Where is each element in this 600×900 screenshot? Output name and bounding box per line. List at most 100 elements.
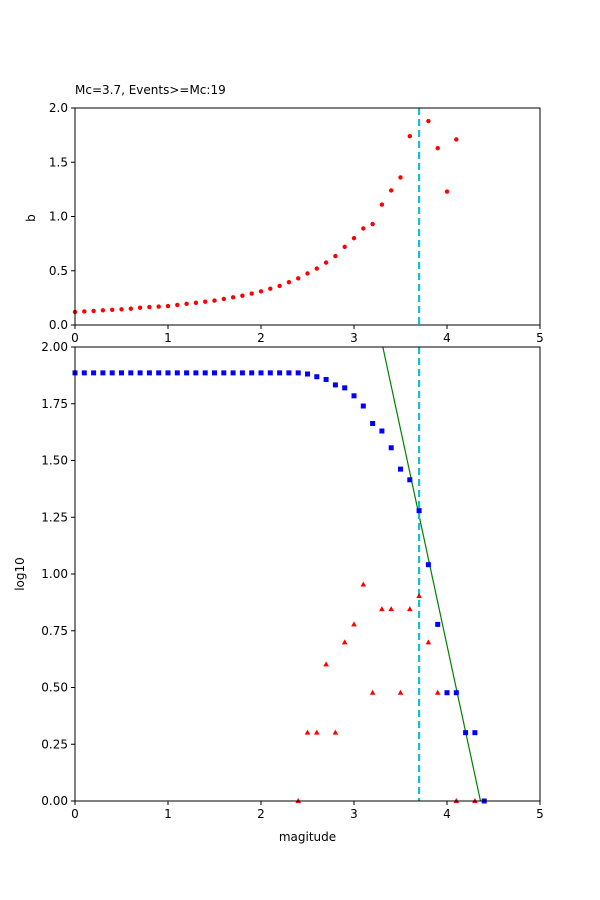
cumulative-point [444, 690, 450, 696]
cumulative-point [342, 385, 348, 391]
cumulative-point [239, 370, 245, 376]
plot-frame [74, 346, 541, 802]
b-value-point [100, 308, 106, 313]
noncumulative-point [425, 639, 432, 645]
cumulative-point [277, 370, 283, 376]
b-value-point [175, 302, 180, 308]
cumulative-point [221, 370, 227, 376]
noncumulative-point [416, 593, 422, 599]
b-value-point [268, 286, 273, 291]
cumulative-point [202, 370, 208, 376]
cumulative-point [212, 370, 217, 376]
y-tick-label: 1.5 [49, 155, 68, 169]
y-tick-label: 0.75 [41, 624, 68, 638]
cumulative-point [286, 370, 292, 376]
cumulative-point [119, 370, 124, 376]
noncumulative-point [314, 729, 320, 735]
y-tick-label: 0.0 [49, 318, 68, 332]
cumulative-point [398, 466, 403, 472]
b-value-point [230, 295, 236, 300]
noncumulative-point [360, 581, 367, 587]
b-value-point [407, 134, 412, 139]
b-value-point [203, 299, 208, 304]
noncumulative-point [379, 606, 385, 612]
plot-frame [74, 107, 541, 326]
b-value-point [333, 253, 338, 259]
cumulative-point [425, 562, 431, 568]
b-value-point [249, 291, 254, 296]
b-value-point [296, 276, 301, 281]
b-value-point [342, 244, 347, 250]
y-tick-label: 1.0 [49, 210, 68, 224]
b-value-point [361, 226, 366, 231]
y-tick-label: 1.50 [41, 454, 68, 468]
b-value-point [454, 137, 459, 142]
x-tick-label: 5 [536, 331, 544, 345]
cumulative-point [137, 370, 143, 376]
y-tick-label: 2.00 [41, 340, 68, 354]
b-value-point [258, 289, 264, 294]
b-value-point [389, 188, 394, 193]
cumulative-point [146, 370, 152, 376]
b-value-point [193, 300, 199, 305]
cumulative-point [128, 370, 134, 376]
x-tick-label: 2 [257, 331, 265, 345]
cumulative-point [332, 382, 338, 388]
b-value-points [72, 118, 459, 315]
b-value-point [82, 309, 87, 314]
b-value-point [240, 293, 245, 298]
cumulative-point [230, 370, 236, 376]
y-tick-label: 1.00 [41, 567, 68, 581]
b-value-point [379, 202, 385, 207]
y-tick-label: 0.5 [49, 264, 68, 278]
cumulative-point [109, 370, 115, 376]
b-value-point [277, 283, 282, 289]
y-tick-label: 0.00 [41, 794, 68, 808]
x-tick-label: 1 [164, 331, 172, 345]
y-tick-label: 1.25 [41, 510, 68, 524]
noncumulative-point [369, 689, 376, 695]
b-value-point [110, 307, 115, 313]
y-axis-label: log10 [13, 557, 27, 591]
cumulative-point [258, 370, 264, 376]
noncumulative-point [351, 621, 357, 627]
x-tick-label: 4 [443, 331, 451, 345]
noncumulative-point [304, 729, 311, 735]
noncumulative-point [323, 661, 329, 667]
cumulative-point [472, 730, 478, 736]
cumulative-point [370, 420, 376, 426]
cumulative-point [388, 445, 394, 451]
y-tick-label: 2.0 [49, 101, 68, 115]
cumulative-point [295, 370, 301, 376]
cumulative-point [249, 370, 255, 376]
y-tick-label: 0.25 [41, 737, 68, 751]
b-value-plot: Mc=3.7, Events>=Mc:19 b 0 1 2 3 4 5 0.0 0.5 1.0 1… [24, 83, 544, 345]
b-value-point [323, 260, 329, 265]
b-value-point [314, 266, 319, 271]
x-tick-label: 3 [350, 807, 358, 821]
fit-line [382, 346, 482, 802]
b-value-point [305, 271, 310, 276]
cumulative-point [323, 376, 329, 382]
x-tick-label: 1 [164, 807, 172, 821]
noncumulative-point [388, 606, 394, 612]
cumulative-point [81, 370, 87, 376]
cumulative-point [156, 370, 162, 376]
cumulative-point [435, 621, 441, 627]
cumulative-point [314, 374, 320, 380]
fit-line-segment [382, 346, 482, 802]
axis-ticks: 0 1 2 3 4 5 0.00 0.25 0.50 0.75 1.00 1.25 1.50 1.75 2.… [41, 340, 544, 821]
b-value-point [286, 279, 292, 285]
frequency-magnitude-plot: magitude log10 0 1 2 3 4 5 0.00 0.25 0.50 0.75 1.0… [13, 340, 544, 844]
b-value-point [147, 304, 152, 310]
cumulative-point [184, 370, 190, 376]
cumulative-point [267, 370, 273, 376]
cumulative-point [351, 393, 357, 399]
cumulative-points [72, 370, 487, 804]
cumulative-point [165, 370, 171, 376]
b-value-point [444, 189, 450, 194]
b-value-point [91, 308, 96, 314]
cumulative-point [193, 370, 199, 376]
cumulative-point [453, 690, 459, 696]
axis-ticks: 0 1 2 3 4 5 0.0 0.5 1.0 1.5 2.0 [49, 101, 544, 345]
